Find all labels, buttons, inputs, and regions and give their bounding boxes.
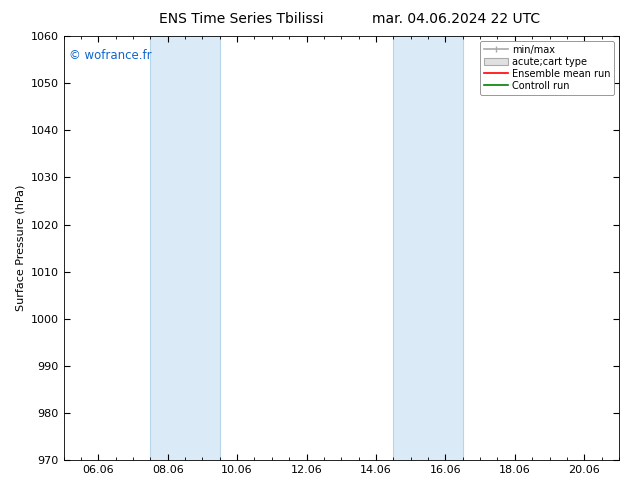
Text: ENS Time Series Tbilissi: ENS Time Series Tbilissi [158,12,323,26]
Text: mar. 04.06.2024 22 UTC: mar. 04.06.2024 22 UTC [372,12,541,26]
Legend: min/max, acute;cart type, Ensemble mean run, Controll run: min/max, acute;cart type, Ensemble mean … [480,41,614,95]
Y-axis label: Surface Pressure (hPa): Surface Pressure (hPa) [15,185,25,311]
Text: © wofrance.fr: © wofrance.fr [69,49,152,62]
Bar [150,36,220,460]
Bar [393,36,463,460]
